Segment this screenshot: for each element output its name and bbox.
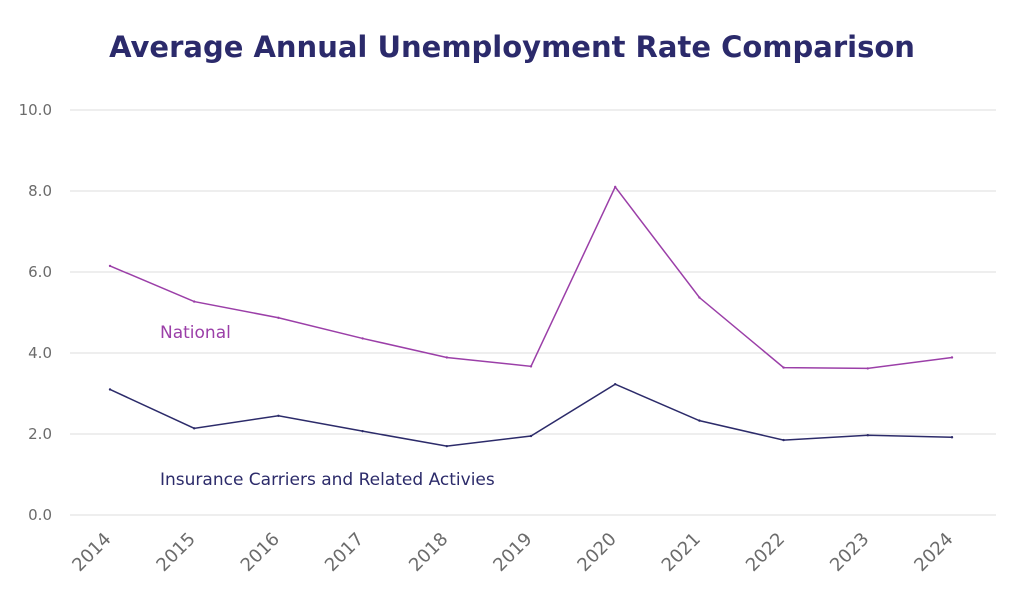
series-1-point-9 — [866, 434, 869, 437]
y-tick-label-5: 10.0 — [19, 101, 52, 119]
series-0-point-7 — [698, 296, 701, 299]
series-1-point-7 — [698, 419, 701, 422]
series-0-point-0 — [108, 264, 112, 268]
series-0-point-2 — [277, 316, 280, 319]
series-0-point-1 — [193, 300, 196, 303]
series-0-point-6 — [614, 185, 617, 189]
series-1-point-4 — [445, 444, 448, 448]
series-1-point-10 — [950, 436, 954, 439]
series-0-point-10 — [950, 356, 954, 359]
series-0-point-3 — [361, 337, 364, 340]
series-0-point-8 — [782, 366, 785, 369]
series-1-point-3 — [361, 429, 364, 433]
series-label-1: Insurance Carriers and Related Activies — [160, 470, 495, 490]
x-tick-label-6: 2020 — [573, 529, 620, 576]
series-1-point-1 — [193, 427, 196, 430]
y-tick-label-1: 2.0 — [28, 425, 52, 443]
series-1-point-2 — [277, 414, 280, 417]
x-tick-label-7: 2021 — [658, 529, 705, 576]
series-0-point-4 — [445, 356, 448, 359]
series-0-point-5 — [529, 365, 533, 368]
series-1-point-8 — [782, 438, 785, 442]
chart-title: Average Annual Unemployment Rate Compari… — [109, 30, 915, 64]
y-tick-label-2: 4.0 — [28, 344, 52, 362]
y-tick-label-3: 6.0 — [28, 263, 52, 281]
series-1-point-6 — [614, 382, 617, 386]
x-tick-label-0: 2014 — [68, 529, 115, 576]
x-tick-label-2: 2016 — [237, 529, 284, 576]
x-tick-label-1: 2015 — [152, 529, 199, 576]
x-tick-label-4: 2018 — [405, 529, 452, 576]
x-tick-label-5: 2019 — [489, 529, 536, 576]
x-tick-label-8: 2022 — [742, 529, 789, 576]
y-tick-label-4: 8.0 — [28, 182, 52, 200]
series-1-point-0 — [108, 388, 112, 391]
series-line-0 — [109, 185, 953, 370]
series-0-point-9 — [866, 367, 869, 370]
x-tick-label-10: 2024 — [910, 529, 957, 576]
series-1-point-5 — [529, 434, 533, 438]
x-tick-label-9: 2023 — [826, 529, 873, 576]
x-tick-label-3: 2017 — [321, 529, 368, 576]
series-label-0: National — [160, 323, 231, 343]
y-tick-label-0: 0.0 — [28, 506, 52, 524]
